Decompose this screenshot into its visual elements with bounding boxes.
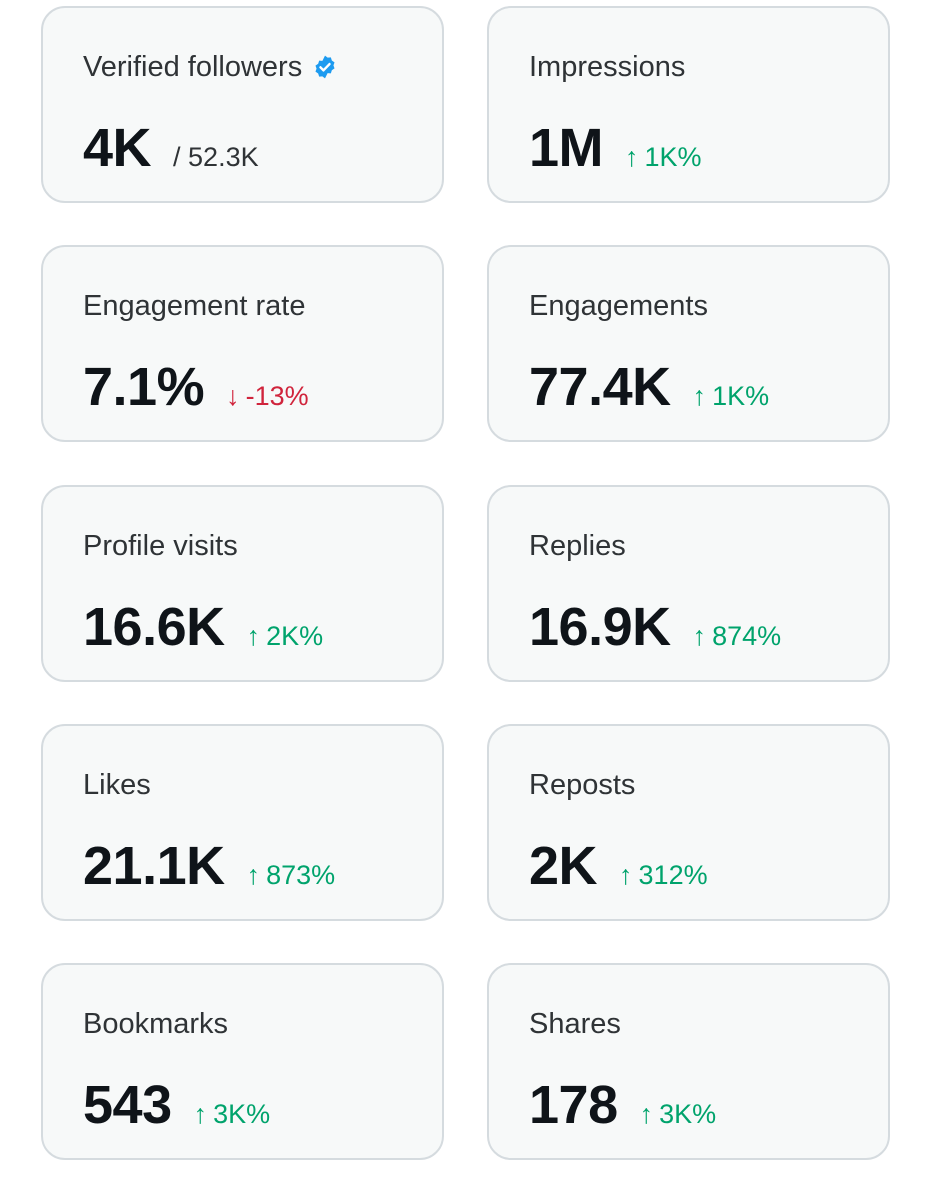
metric-value: 4K — [83, 118, 152, 178]
metric-delta-value: 312% — [638, 860, 708, 890]
arrow-up-icon: ↑ — [193, 1099, 208, 1129]
metric-value-row: 7.1% ↓ -13% — [83, 355, 309, 419]
metric-title: Verified followers — [83, 51, 303, 83]
metric-value: 16.6K — [83, 597, 225, 657]
metric-title-row: Verified followers — [83, 50, 338, 84]
metric-title: Bookmarks — [83, 1008, 229, 1040]
metric-title: Impressions — [529, 51, 686, 83]
metric-value: 2K — [529, 836, 598, 896]
metric-delta-value: 874% — [712, 621, 782, 651]
metric-delta-value: 3K% — [659, 1099, 717, 1129]
metric-title: Likes — [83, 769, 151, 801]
metric-delta-value: 873% — [266, 860, 336, 890]
metric-card-replies[interactable]: Replies 16.9K ↑ 874% — [487, 485, 890, 682]
metric-value: 1M — [529, 118, 604, 178]
metric-value: 178 — [529, 1075, 618, 1135]
metric-card-reposts[interactable]: Reposts 2K ↑ 312% — [487, 724, 890, 921]
metric-delta-value: -13% — [245, 381, 309, 411]
metric-title: Reposts — [529, 769, 636, 801]
metric-delta: ↑ 3K% — [640, 1099, 717, 1130]
metric-delta-value: 1K% — [644, 142, 702, 172]
metric-value-row: 2K ↑ 312% — [529, 834, 708, 898]
arrow-up-icon: ↑ — [692, 621, 707, 651]
metric-value: 77.4K — [529, 357, 671, 417]
metric-value: 7.1% — [83, 357, 205, 417]
arrow-up-icon: ↑ — [625, 142, 639, 172]
metric-value: 21.1K — [83, 836, 225, 896]
metric-card-profile-visits[interactable]: Profile visits 16.6K ↑ 2K% — [41, 485, 444, 682]
metric-card-bookmarks[interactable]: Bookmarks 543 ↑ 3K% — [41, 963, 444, 1160]
metric-card-impressions[interactable]: Impressions 1M ↑ 1K% — [487, 6, 890, 203]
metric-delta: ↑ 1K% — [625, 142, 702, 173]
metric-value-row: 16.9K ↑ 874% — [529, 595, 781, 659]
metric-card-engagements[interactable]: Engagements 77.4K ↑ 1K% — [487, 245, 890, 442]
metric-delta: ↑ 1K% — [693, 381, 770, 412]
metric-value-row: 16.6K ↑ 2K% — [83, 595, 323, 659]
metric-value-row: 77.4K ↑ 1K% — [529, 355, 769, 419]
metric-total: / 52.3K — [173, 142, 259, 172]
arrow-up-icon: ↑ — [246, 860, 261, 890]
metric-card-verified-followers[interactable]: Verified followers 4K / 52.3K — [41, 6, 444, 203]
metric-value-row: 178 ↑ 3K% — [529, 1073, 716, 1137]
metric-card-likes[interactable]: Likes 21.1K ↑ 873% — [41, 724, 444, 921]
metric-delta: ↑ 874% — [693, 621, 782, 652]
metric-value: 543 — [83, 1075, 172, 1135]
metric-title: Engagement rate — [83, 290, 306, 322]
metric-delta-value: 3K% — [213, 1099, 271, 1129]
arrow-up-icon: ↑ — [639, 1099, 654, 1129]
metric-title: Engagements — [529, 290, 708, 322]
metric-value: 16.9K — [529, 597, 671, 657]
arrow-up-icon: ↑ — [692, 381, 707, 411]
metric-value-row: 543 ↑ 3K% — [83, 1073, 270, 1137]
metric-value-row: 4K / 52.3K — [83, 116, 259, 180]
metric-delta-value: 2K% — [266, 621, 324, 651]
metric-title: Shares — [529, 1008, 621, 1040]
metric-delta: ↑ 3K% — [194, 1099, 271, 1130]
metric-value-row: 1M ↑ 1K% — [529, 116, 702, 180]
arrow-down-icon: ↓ — [226, 381, 240, 411]
metric-title: Profile visits — [83, 530, 238, 562]
metric-card-engagement-rate[interactable]: Engagement rate 7.1% ↓ -13% — [41, 245, 444, 442]
metric-delta: ↑ 873% — [247, 860, 336, 891]
arrow-up-icon: ↑ — [619, 860, 633, 890]
verified-badge-icon — [312, 54, 338, 80]
metric-delta: ↓ -13% — [226, 381, 309, 412]
metric-delta: ↑ 312% — [619, 860, 708, 891]
metric-delta: ↑ 2K% — [247, 621, 324, 652]
metric-title: Replies — [529, 530, 626, 562]
arrow-up-icon: ↑ — [246, 621, 261, 651]
metric-card-shares[interactable]: Shares 178 ↑ 3K% — [487, 963, 890, 1160]
metric-delta-value: 1K% — [712, 381, 770, 411]
metric-value-row: 21.1K ↑ 873% — [83, 834, 335, 898]
